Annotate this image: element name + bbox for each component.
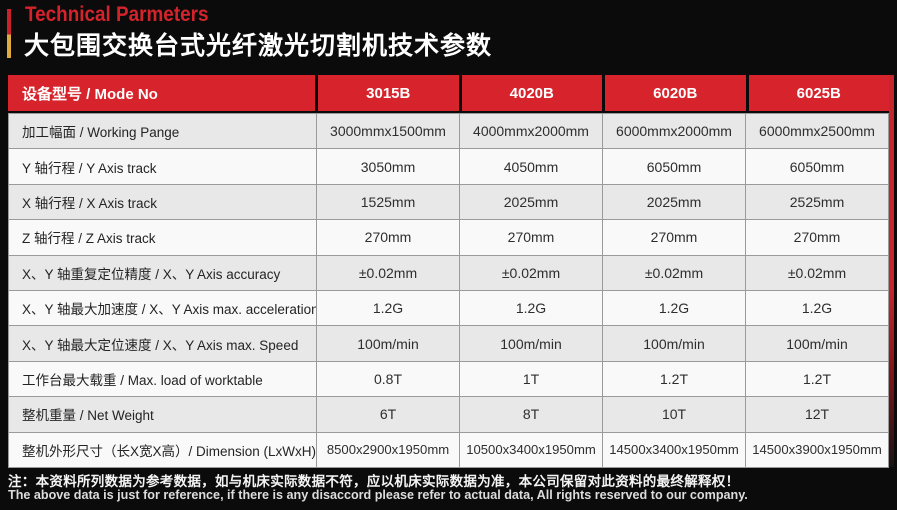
spec-value-cell: 1.2G [746, 290, 888, 326]
spec-value-cell: 14500x3900x1950mm [746, 432, 888, 467]
spec-table-body: 加工幅面 / Working Pange 3000mmx1500mm 4000m… [8, 113, 889, 468]
footer-note-chinese: 注：本资料所列数据为参考数据，如与机床实际数据不符，应以机床实际数据为准，本公司… [8, 474, 740, 489]
spec-row-label: Z 轴行程 / Z Axis track [9, 220, 316, 255]
spec-value-cell: 1.2T [746, 361, 888, 397]
spec-value-cell: 270mm [603, 220, 745, 255]
header-model-6020b: 6020B [605, 75, 746, 111]
spec-value-cell: 3050mm [317, 149, 459, 184]
spec-value-cell: 270mm [460, 220, 602, 255]
spec-value-cell: 1.2T [603, 361, 745, 397]
spec-row-label: X、Y 轴最大定位速度 / X、Y Axis max. Speed [9, 326, 316, 361]
spec-value-cell: 2025mm [460, 184, 602, 220]
footer-note-english: The above data is just for reference, if… [8, 488, 748, 502]
spec-value-cell: 10T [603, 397, 745, 432]
spec-value-cell: ±0.02mm [460, 255, 602, 290]
header-model-3015b: 3015B [318, 75, 459, 111]
header-model-4020b: 4020B [461, 75, 602, 111]
eyebrow-title: Technical Parmeters [25, 3, 209, 26]
spec-value-cell: ±0.02mm [317, 255, 459, 290]
spec-value-cell: 1.2G [460, 290, 602, 326]
spec-value-cell: 100m/min [746, 326, 888, 361]
spec-row-label: 整机外形尺寸（长X宽X高）/ Dimension (LxWxH) [9, 432, 316, 467]
spec-value-cell: 6050mm [603, 149, 745, 184]
title-accent-bar [7, 9, 11, 58]
spec-value-cell: 8500x2900x1950mm [317, 432, 459, 467]
spec-value-cell: 100m/min [317, 326, 459, 361]
spec-value-cell: 270mm [317, 220, 459, 255]
header-model-6025b: 6025B [748, 75, 889, 111]
spec-row-label: Y 轴行程 / Y Axis track [9, 149, 316, 184]
spec-value-cell: 1T [460, 361, 602, 397]
right-edge-accent [889, 75, 894, 467]
spec-value-cell: 6050mm [746, 149, 888, 184]
spec-value-cell: 6T [317, 397, 459, 432]
spec-value-cell: 1.2G [317, 290, 459, 326]
spec-value-cell: 12T [746, 397, 888, 432]
spec-row-label: 整机重量 / Net Weight [9, 397, 316, 432]
spec-table: 设备型号 / Mode No 3015B 4020B 6020B 6025B 加… [8, 75, 889, 468]
spec-value-cell: 6000mmx2000mm [603, 114, 745, 149]
spec-value-cell: 2025mm [603, 184, 745, 220]
spec-value-cell: 4000mmx2000mm [460, 114, 602, 149]
spec-value-cell: 270mm [746, 220, 888, 255]
spec-value-cell: ±0.02mm [746, 255, 888, 290]
spec-value-cell: ±0.02mm [603, 255, 745, 290]
spec-row-label: 加工幅面 / Working Pange [9, 114, 316, 149]
spec-value-cell: 4050mm [460, 149, 602, 184]
spec-value-cell: 3000mmx1500mm [317, 114, 459, 149]
page-title: 大包围交换台式光纤激光切割机技术参数 [24, 32, 493, 60]
spec-row-label: X、Y 轴最大加速度 / X、Y Axis max. acceleration [9, 290, 316, 326]
spec-value-cell: 1525mm [317, 184, 459, 220]
spec-value-cell: 8T [460, 397, 602, 432]
spec-value-cell: 0.8T [317, 361, 459, 397]
spec-value-cell: 6000mmx2500mm [746, 114, 888, 149]
spec-row-label: 工作台最大载重 / Max. load of worktable [9, 361, 316, 397]
spec-value-cell: 100m/min [603, 326, 745, 361]
spec-row-label: X、Y 轴重复定位精度 / X、Y Axis accuracy [9, 255, 316, 290]
header-model-label: 设备型号 / Mode No [8, 75, 315, 111]
spec-row-label: X 轴行程 / X Axis track [9, 184, 316, 220]
spec-value-cell: 1.2G [603, 290, 745, 326]
spec-value-cell: 2525mm [746, 184, 888, 220]
spec-value-cell: 10500x3400x1950mm [460, 432, 602, 467]
spec-value-cell: 14500x3400x1950mm [603, 432, 745, 467]
spec-value-cell: 100m/min [460, 326, 602, 361]
spec-table-header-row: 设备型号 / Mode No 3015B 4020B 6020B 6025B [8, 75, 889, 111]
